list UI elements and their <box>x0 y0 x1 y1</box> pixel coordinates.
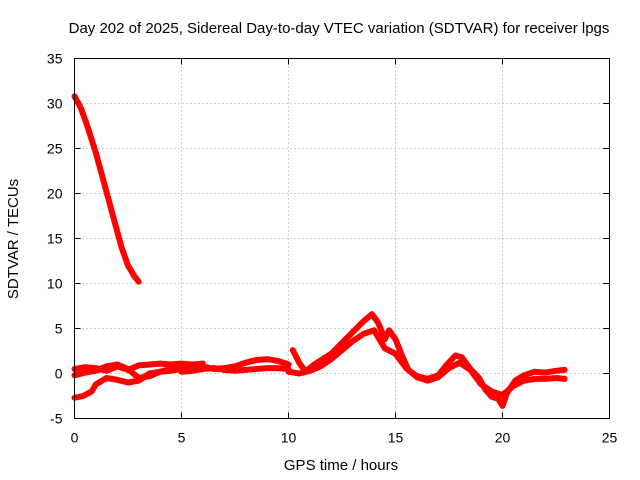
y-axis-label: SDTVAR / TECUs <box>5 179 22 299</box>
x-tick-label: 20 <box>495 430 511 446</box>
x-tick-label: 25 <box>602 430 618 446</box>
y-tick-label: 0 <box>55 366 63 382</box>
y-tick-label: 20 <box>47 186 63 202</box>
series-line-descending-track <box>71 93 142 285</box>
y-tick-label: 25 <box>47 141 63 157</box>
y-tick-label: 5 <box>55 321 63 337</box>
grid-lines <box>74 58 610 419</box>
x-axis-label: GPS time / hours <box>284 457 398 474</box>
y-tick-label: 15 <box>47 231 63 247</box>
chart-title: Day 202 of 2025, Sidereal Day-to-day VTE… <box>69 20 610 37</box>
series-line-tail-track-early <box>178 365 292 375</box>
axes: 0 5 10 15 20 25 -5 0 5 10 15 20 25 30 35 <box>47 51 618 446</box>
plot-frame <box>74 58 610 419</box>
x-tick-label: 10 <box>281 430 297 446</box>
y-tick-label: 30 <box>47 96 63 112</box>
y-tick-label: 10 <box>47 276 63 292</box>
x-tick-label: 5 <box>178 430 186 446</box>
series-line-afternoon-lower-track <box>285 327 568 399</box>
y-tick-label: -5 <box>50 411 63 427</box>
data-series <box>71 93 568 409</box>
y-tick-label: 35 <box>47 51 63 67</box>
x-tick-label: 0 <box>71 430 79 446</box>
x-tick-label: 15 <box>388 430 404 446</box>
series-line-middle-track-early <box>71 356 292 381</box>
